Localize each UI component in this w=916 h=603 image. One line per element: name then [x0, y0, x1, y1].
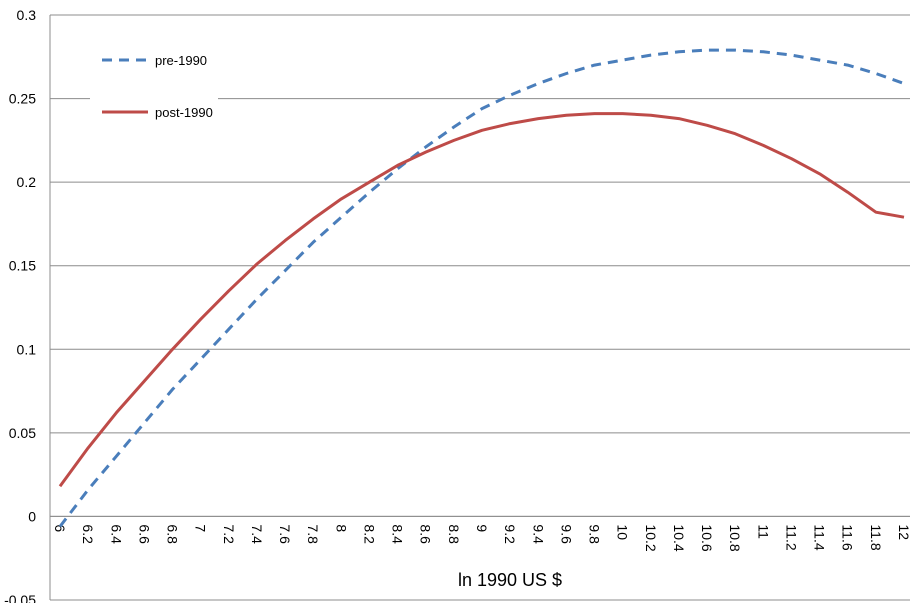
- x-tick-label: 6.2: [80, 524, 96, 544]
- x-tick-label: 7.4: [249, 524, 265, 544]
- y-axis-ticks: 0.3 0.25 0.2 0.15 0.1 0.05 0 -0.05: [4, 7, 36, 603]
- y-tick-label: 0: [28, 508, 36, 524]
- x-tick-label: 10.2: [643, 524, 659, 551]
- x-tick-label: 9: [474, 524, 490, 532]
- x-tick-label: 9.8: [587, 524, 603, 544]
- x-tick-label: 8.2: [361, 524, 377, 544]
- x-tick-label: 9.6: [558, 524, 574, 544]
- x-axis-ticks: 6 6.2 6.4 6.6 6.8 7 7.2 7.4 7.6 7.8 8 8.2 8.4 8.6 8.8 9…: [52, 524, 912, 551]
- x-tick-label: 12: [896, 524, 912, 540]
- x-tick-label: 7.8: [305, 524, 321, 544]
- x-tick-label: 9.4: [530, 524, 546, 544]
- legend-label-0: pre-1990: [155, 53, 207, 68]
- x-tick-label: 7: [193, 524, 209, 532]
- x-tick-label: 6.8: [165, 524, 181, 544]
- y-tick-label: 0.15: [9, 258, 36, 274]
- x-tick-label: 7.2: [221, 524, 237, 544]
- x-tick-label: 11.4: [812, 524, 828, 550]
- x-tick-label: 6.6: [136, 524, 152, 544]
- y-tick-label: 0.3: [17, 7, 37, 23]
- legend: pre-1990 post-1990: [90, 40, 218, 122]
- x-tick-label: 8.6: [418, 524, 434, 544]
- legend-label-1: post-1990: [155, 105, 213, 120]
- y-tick-label: 0.2: [17, 174, 37, 190]
- x-tick-label: 8.4: [390, 524, 406, 544]
- y-tick-label: 0.1: [17, 341, 37, 357]
- x-tick-label: 7.6: [277, 524, 293, 544]
- y-tick-label: 0.05: [9, 425, 36, 441]
- x-tick-label: 11: [755, 524, 771, 539]
- x-tick-label: 11.8: [868, 524, 884, 550]
- x-tick-label: 10: [615, 524, 631, 540]
- x-tick-label: 8: [333, 524, 349, 532]
- x-tick-label: 8.8: [446, 524, 462, 544]
- series-layer: [58, 48, 905, 528]
- y-tick-label: -0.05: [4, 592, 36, 603]
- y-tick-label: 0.25: [9, 91, 36, 107]
- x-tick-label: 6: [52, 524, 68, 532]
- x-tick-label: 9.2: [502, 524, 518, 544]
- x-tick-label: 11.2: [783, 524, 799, 550]
- x-tick-label: 10.6: [699, 524, 715, 551]
- legend-box: [90, 40, 218, 122]
- x-tick-label: 11.6: [840, 524, 856, 550]
- series-line-0: [58, 48, 905, 528]
- x-tick-label: 10.4: [671, 524, 687, 551]
- series-line-1: [58, 112, 905, 488]
- x-tick-label: 10.8: [727, 524, 743, 551]
- x-tick-label: 6.4: [108, 524, 124, 544]
- x-axis-title: ln 1990 US $: [458, 570, 562, 590]
